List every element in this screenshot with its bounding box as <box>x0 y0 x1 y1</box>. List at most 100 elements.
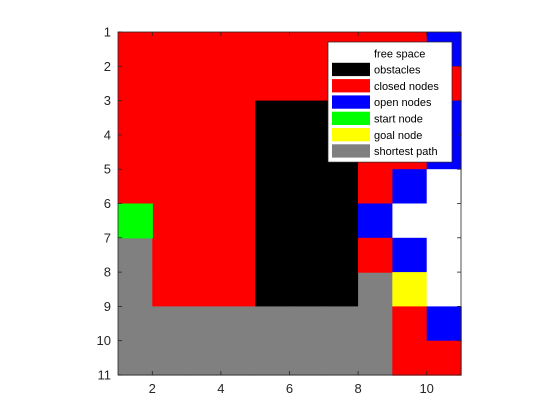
grid-cell-obstacles <box>289 272 325 307</box>
grid-cell-closed-nodes <box>255 66 291 102</box>
grid-cell-closed-nodes <box>118 66 153 102</box>
grid-cell-closed-nodes <box>220 32 256 67</box>
grid-cell-closed-nodes <box>220 272 256 307</box>
grid-cell-obstacles <box>289 237 325 273</box>
legend-swatch-obstacles <box>332 62 370 77</box>
grid-cell-shortest-path <box>323 306 359 342</box>
grid-cell-shortest-path <box>255 340 291 376</box>
grid-cell-free-space <box>426 203 462 239</box>
legend-label: start node <box>374 114 423 126</box>
grid-cell-closed-nodes <box>220 134 256 170</box>
x-tick-label: 10 <box>419 381 433 396</box>
grid-cell-closed-nodes <box>118 100 153 136</box>
grid-cell-shortest-path <box>358 306 393 342</box>
grid-cell-closed-nodes <box>186 272 222 307</box>
grid-cell-closed-nodes <box>186 203 222 239</box>
grid-cell-open-nodes <box>358 203 393 239</box>
grid-cell-shortest-path <box>118 272 153 307</box>
grid-cell-closed-nodes <box>289 66 325 102</box>
grid-cell-closed-nodes <box>255 32 291 67</box>
legend-item: open nodes <box>332 95 432 109</box>
grid-cell-shortest-path <box>220 306 256 342</box>
legend-swatch-open-nodes <box>332 95 370 109</box>
grid-cell-obstacles <box>323 237 359 273</box>
grid-cell-obstacles <box>323 169 359 205</box>
grid-cell-closed-nodes <box>186 134 222 170</box>
legend-item: shortest path <box>332 144 438 158</box>
grid-patches <box>118 169 462 376</box>
legend-swatch-goal-node <box>332 128 370 142</box>
legend-item: closed nodes <box>332 79 439 93</box>
grid-cell-closed-nodes <box>186 169 222 205</box>
y-tick-label: 2 <box>104 59 111 74</box>
legend-label: goal node <box>374 130 422 142</box>
x-tick-label: 4 <box>217 381 224 396</box>
legend-swatch-free-space <box>332 46 370 60</box>
y-tick-label: 7 <box>104 230 111 245</box>
grid-cell-shortest-path <box>289 306 325 342</box>
y-tick-label: 9 <box>104 299 111 314</box>
grid-cell-closed-nodes <box>152 203 188 239</box>
legend-label: free space <box>374 48 425 60</box>
grid-cell-closed-nodes <box>186 32 222 67</box>
grid-cell-closed-nodes <box>152 66 188 102</box>
grid-cell-closed-nodes <box>220 237 256 273</box>
y-tick-label: 3 <box>104 93 111 108</box>
y-tick-label: 4 <box>104 127 111 142</box>
grid-cell-closed-nodes <box>392 306 428 342</box>
grid-cell-shortest-path <box>118 237 153 273</box>
grid-cell-obstacles <box>255 272 291 307</box>
legend-item: start node <box>332 111 423 126</box>
grid-cell-obstacles <box>323 203 359 239</box>
legend-label: open nodes <box>374 97 432 109</box>
grid-cell-shortest-path <box>255 306 291 342</box>
grid-cell-shortest-path <box>152 306 188 342</box>
grid-cell-start-node <box>118 203 153 239</box>
grid-cell-closed-nodes <box>152 32 188 67</box>
grid-cell-obstacles <box>255 100 291 136</box>
grid-cell-closed-nodes <box>186 237 222 273</box>
legend-label: shortest path <box>374 146 438 158</box>
legend-swatch-shortest-path <box>332 144 370 158</box>
grid-cell-obstacles <box>255 134 291 170</box>
legend-swatch-start-node <box>332 111 370 125</box>
grid-cell-shortest-path <box>152 340 188 376</box>
y-tick-label: 10 <box>97 333 111 348</box>
grid-cell-closed-nodes <box>152 272 188 307</box>
legend-label: closed nodes <box>374 81 439 93</box>
grid-cell-closed-nodes <box>118 169 153 205</box>
grid-cell-closed-nodes <box>358 237 393 273</box>
grid-cell-obstacles <box>323 272 359 307</box>
y-tick-label: 1 <box>104 25 111 40</box>
grid-cell-open-nodes <box>392 169 428 205</box>
legend-item: goal node <box>332 128 422 142</box>
grid-cell-obstacles <box>289 134 325 170</box>
y-tick-label: 6 <box>104 196 111 211</box>
grid-cell-shortest-path <box>186 306 222 342</box>
legend: free space obstacles closed nodes open node… <box>327 41 453 163</box>
x-tick-label: 6 <box>286 381 293 396</box>
grid-cell-open-nodes <box>426 306 462 342</box>
legend-item: free space <box>332 46 425 60</box>
grid-cell-shortest-path <box>289 340 325 376</box>
grid-cell-closed-nodes <box>392 340 462 376</box>
grid-cell-closed-nodes <box>118 134 153 170</box>
grid-cell-shortest-path <box>220 340 256 376</box>
grid-cell-free-space <box>426 169 462 205</box>
grid-cell-closed-nodes <box>152 169 188 205</box>
grid-cell-closed-nodes <box>152 134 188 170</box>
x-tick-label: 2 <box>149 381 156 396</box>
x-tick-label: 8 <box>354 381 361 396</box>
grid-cell-shortest-path <box>118 306 153 342</box>
grid-cell-closed-nodes <box>152 100 188 136</box>
grid-cell-closed-nodes <box>220 100 256 136</box>
legend-swatch-closed-nodes <box>332 79 370 93</box>
grid-cell-closed-nodes <box>118 32 153 67</box>
grid-cell-shortest-path <box>358 340 393 376</box>
grid-cell-closed-nodes <box>220 66 256 102</box>
grid-cell-closed-nodes <box>152 237 188 273</box>
grid-cell-shortest-path <box>118 340 153 376</box>
grid-cell-free-space <box>392 203 428 239</box>
grid-cell-shortest-path <box>186 340 222 376</box>
